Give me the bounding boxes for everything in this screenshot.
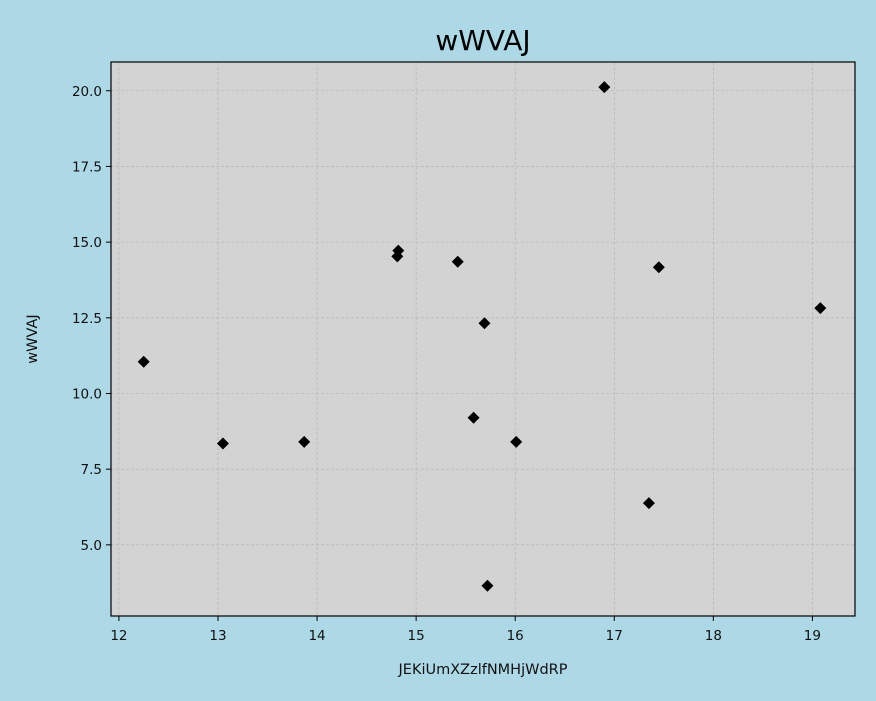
data-point — [642, 497, 655, 510]
data-point — [391, 250, 404, 263]
plot-area — [111, 62, 855, 616]
y-axis-label: wWVAJ — [25, 314, 41, 363]
x-axis-label: JEKiUmXZzlfNMHjWdRP — [398, 662, 568, 678]
data-point — [598, 81, 611, 94]
data-point — [510, 435, 523, 448]
data-point — [814, 302, 827, 315]
x-tick-label: 18 — [705, 628, 722, 644]
x-tick-label: 13 — [209, 628, 226, 644]
y-tick-label: 20.0 — [72, 84, 102, 100]
grid-lines — [111, 62, 855, 616]
y-tick-label: 10.0 — [72, 386, 102, 402]
data-point — [137, 355, 150, 368]
data-point — [652, 261, 665, 274]
data-point — [481, 579, 494, 592]
x-tick-label: 14 — [308, 628, 325, 644]
x-axis-ticks: 12 13 14 15 16 17 18 19 — [110, 616, 821, 644]
y-tick-label: 15.0 — [72, 235, 102, 251]
data-point — [478, 317, 491, 330]
x-tick-label: 16 — [507, 628, 524, 644]
y-tick-label: 17.5 — [72, 159, 102, 175]
chart-title: wWVAJ — [435, 24, 530, 57]
data-point — [451, 255, 464, 268]
data-points — [137, 81, 827, 592]
y-tick-label: 5.0 — [81, 538, 102, 554]
x-tick-label: 17 — [606, 628, 623, 644]
y-axis-ticks: 5.0 7.5 10.0 12.5 15.0 17.5 20.0 — [72, 84, 111, 554]
x-tick-label: 15 — [408, 628, 425, 644]
x-tick-label: 19 — [804, 628, 821, 644]
data-point — [298, 435, 311, 448]
y-tick-label: 12.5 — [72, 311, 102, 327]
plot-frame — [110, 61, 856, 617]
y-tick-label: 7.5 — [81, 462, 102, 478]
data-point — [216, 437, 229, 450]
data-point — [467, 411, 480, 424]
x-tick-label: 12 — [110, 628, 127, 644]
